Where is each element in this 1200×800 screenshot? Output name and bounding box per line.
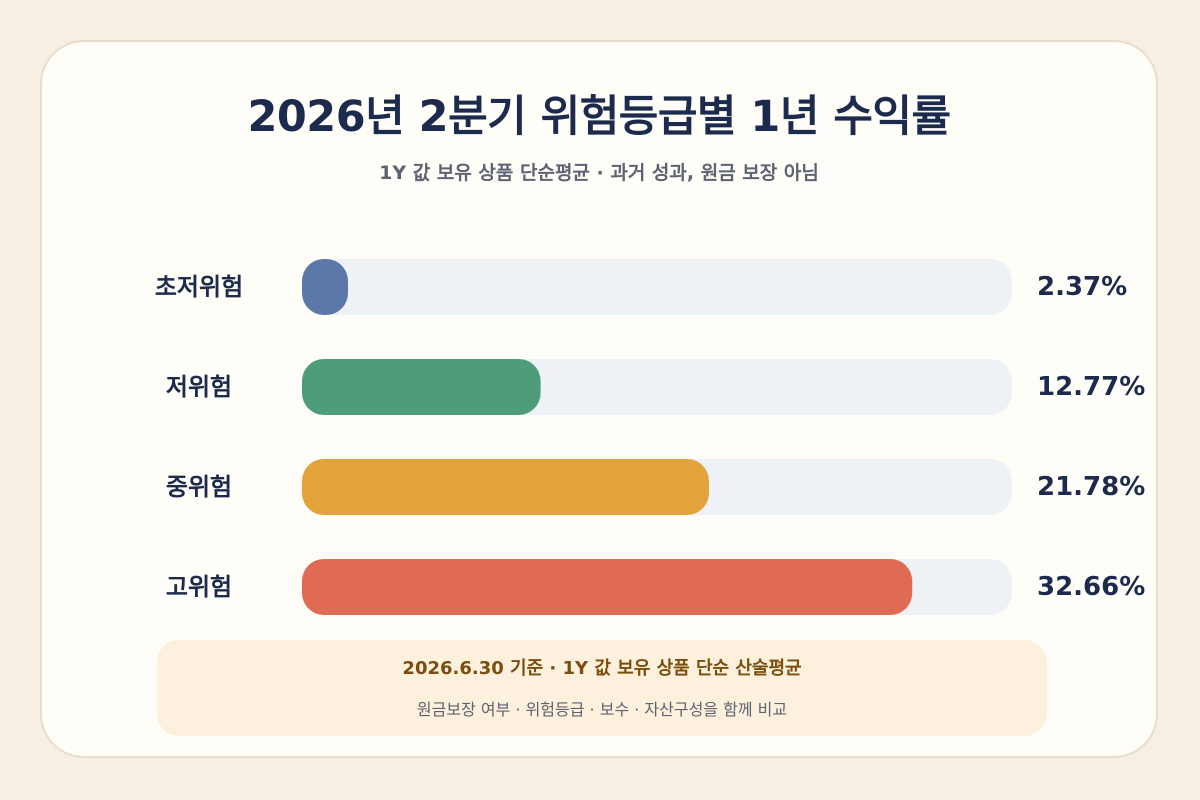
footnote-box: 2026.6.30 기준 · 1Y 값 보유 상품 단순 산술평균 원금보장 여… <box>157 640 1047 736</box>
chart-subtitle: 1Y 값 보유 상품 단순평균 · 과거 성과, 원금 보장 아님 <box>379 162 819 184</box>
value-label: 2.37% <box>1037 272 1127 302</box>
chart-card: 2026년 2분기 위험등급별 1년 수익률 1Y 값 보유 상품 단순평균 ·… <box>40 40 1158 758</box>
footnote-basis: 2026.6.30 기준 · 1Y 값 보유 상품 단순 산술평균 <box>402 658 802 679</box>
bar-track <box>302 259 1012 315</box>
bar <box>302 559 913 615</box>
footnote-advice: 원금보장 여부 · 위험등급 · 보수 · 자산구성을 함께 비교 <box>416 700 788 719</box>
category-label: 중위험 <box>166 473 232 501</box>
chart-title: 2026년 2분기 위험등급별 1년 수익률 <box>247 92 951 142</box>
value-label: 12.77% <box>1037 372 1145 402</box>
bar <box>302 259 348 315</box>
value-label: 21.78% <box>1037 472 1145 502</box>
value-label: 32.66% <box>1037 572 1145 602</box>
bar <box>302 359 541 415</box>
category-label: 저위험 <box>166 373 232 401</box>
category-label: 초저위험 <box>155 273 243 301</box>
bar <box>302 459 709 515</box>
category-label: 고위험 <box>166 573 232 601</box>
bar-chart: 초저위험 2.37% 저위험 12.77% 중위험 21.78% 고위험 32.66% <box>155 259 1145 615</box>
